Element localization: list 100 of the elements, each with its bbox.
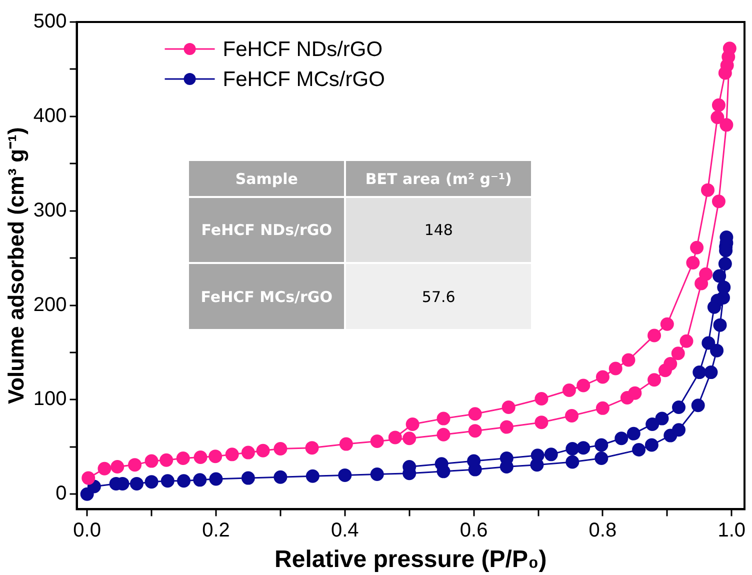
point — [144, 475, 158, 489]
point — [225, 448, 239, 462]
point — [608, 362, 622, 376]
point — [160, 474, 174, 488]
point — [710, 110, 724, 124]
point — [144, 454, 158, 468]
x-axis-title: Relative pressure (P/P₀) — [274, 546, 547, 574]
point — [626, 426, 640, 440]
point — [467, 454, 481, 468]
point — [672, 423, 686, 437]
point — [699, 267, 713, 281]
point — [566, 455, 580, 469]
point — [718, 256, 732, 270]
point — [434, 457, 448, 471]
point — [596, 370, 610, 384]
point — [655, 412, 669, 426]
annotation: FeHCF MCs/rGO — [189, 263, 346, 329]
point — [98, 462, 112, 476]
point — [576, 441, 590, 455]
point — [370, 468, 384, 482]
x-tick-label: 0.6 — [460, 520, 488, 542]
point — [614, 432, 628, 446]
x-tick-label: 0.8 — [588, 520, 617, 542]
point — [544, 448, 558, 462]
point — [241, 471, 255, 485]
point — [209, 472, 223, 486]
point — [720, 118, 734, 132]
point — [664, 357, 678, 371]
point — [712, 269, 726, 283]
point — [710, 344, 724, 358]
point — [160, 453, 174, 467]
point — [468, 407, 482, 421]
annotation: BET area (m² g⁻¹) — [345, 161, 531, 197]
point — [712, 98, 726, 112]
point — [339, 437, 353, 451]
point — [672, 400, 686, 414]
point — [274, 442, 288, 456]
point — [176, 451, 190, 465]
point — [660, 317, 674, 331]
legend-label: FeHCF NDs/rGO — [222, 38, 383, 61]
point — [500, 420, 514, 434]
point — [712, 194, 726, 208]
point — [130, 476, 144, 490]
point — [128, 458, 142, 472]
point — [646, 417, 660, 431]
point — [208, 450, 222, 464]
point — [194, 450, 208, 464]
point — [110, 460, 124, 474]
point — [576, 378, 590, 392]
point — [671, 346, 685, 360]
point — [718, 66, 732, 80]
point — [701, 183, 715, 197]
point — [177, 474, 191, 488]
point — [256, 444, 270, 458]
point — [468, 424, 482, 438]
point — [704, 366, 718, 380]
y-tick-label: 500 — [33, 10, 67, 33]
x-tick-label: 0.4 — [330, 520, 359, 542]
point — [565, 408, 579, 422]
point — [370, 434, 384, 448]
point — [680, 334, 694, 348]
point — [594, 438, 608, 452]
point — [632, 442, 646, 456]
annotation: 148 — [345, 197, 531, 263]
point — [644, 438, 658, 452]
point — [530, 448, 544, 462]
x-tick-label: 0.0 — [73, 520, 101, 542]
point — [691, 398, 705, 412]
point — [686, 256, 700, 270]
x-tick-label: 0.2 — [202, 520, 230, 542]
point — [596, 401, 610, 415]
point — [622, 353, 636, 367]
point — [702, 336, 716, 350]
y-tick-label: 0 — [56, 482, 67, 505]
legend-label: FeHCF MCs/rGO — [222, 68, 385, 91]
y-tick-label: 200 — [33, 294, 67, 316]
point — [534, 416, 548, 430]
y-tick-label: 400 — [33, 104, 67, 127]
annotation: 57.6 — [345, 263, 531, 329]
annotation: Sample — [189, 161, 346, 197]
point — [338, 468, 352, 482]
point — [241, 446, 255, 460]
point — [274, 470, 288, 484]
annotation: FeHCF NDs/rGO — [189, 197, 346, 263]
point — [82, 471, 96, 485]
point — [717, 280, 731, 294]
point — [305, 441, 319, 455]
point — [628, 386, 642, 400]
point — [388, 430, 402, 444]
y-tick-label: 300 — [33, 199, 67, 222]
point — [707, 300, 721, 314]
point — [306, 469, 320, 483]
point — [690, 240, 704, 254]
point — [648, 373, 662, 387]
point — [406, 417, 420, 431]
point — [436, 412, 450, 426]
point — [594, 451, 608, 465]
point — [566, 442, 580, 456]
point — [562, 383, 576, 397]
x-tick-label: 1.0 — [718, 520, 746, 542]
